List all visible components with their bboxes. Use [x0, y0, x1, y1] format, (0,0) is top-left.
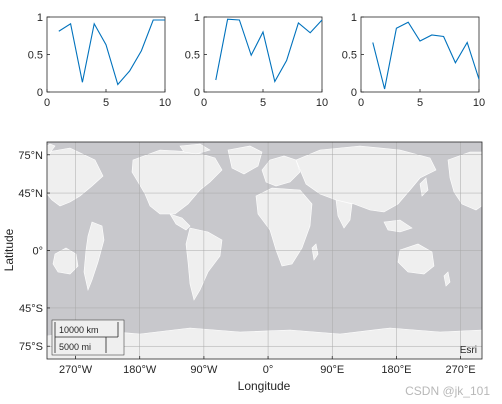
- y-tick-label: 1: [194, 12, 200, 24]
- map-y-tick-label: 45°S: [19, 303, 43, 315]
- map-y-tick-label: 0°: [32, 246, 43, 258]
- map-x-tick-label: 0°: [263, 364, 274, 376]
- y-tick-label: 0.5: [28, 50, 43, 62]
- map-x-tick-label: 270°W: [59, 364, 93, 376]
- map-x-axis-label: Longitude: [238, 379, 291, 393]
- map-x-tick-label: 90°E: [320, 364, 344, 376]
- map-land: [47, 143, 482, 359]
- series-line: [372, 21, 480, 90]
- scale-bar-mi-label: 5000 mi: [59, 342, 91, 352]
- map-x-tick-label: 180°W: [123, 364, 157, 376]
- watermark: CSDN @jk_101: [405, 384, 490, 398]
- y-tick-label: 0.5: [342, 50, 357, 62]
- x-tick-label: 5: [417, 97, 423, 109]
- x-tick-label: 10: [159, 97, 171, 109]
- plot-frame: [360, 16, 480, 93]
- x-tick-label: 0: [201, 97, 207, 109]
- map-y-tick-label: 75°N: [18, 150, 43, 162]
- x-tick-label: 10: [473, 97, 485, 109]
- line-plot-2: 0 5 10 0 0.5 1: [185, 12, 328, 109]
- y-tick-label: 0: [37, 87, 43, 99]
- y-tick-label: 0.5: [185, 50, 200, 62]
- x-tick-label: 10: [316, 97, 328, 109]
- x-tick-label: 5: [260, 97, 266, 109]
- series-line: [58, 19, 165, 86]
- map-x-tick-label: 90°W: [190, 364, 218, 376]
- series-line: [215, 18, 323, 83]
- y-tick-label: 1: [351, 12, 357, 24]
- scale-bar: 10000 km 5000 mi: [51, 319, 125, 356]
- map-attribution: Esri: [460, 345, 477, 356]
- y-tick-label: 0: [194, 87, 200, 99]
- y-tick-label: 0: [351, 87, 357, 99]
- map-x-tick-label: 270°E: [446, 364, 476, 376]
- map-x-tick-label: 180°E: [381, 364, 411, 376]
- x-tick-label: 5: [103, 97, 109, 109]
- y-tick-label: 1: [37, 12, 43, 24]
- map-y-axis-label: Latitude: [2, 228, 16, 271]
- world-map: 10000 km 5000 mi Esri 270°W 180°W 90°W 0° 90…: [2, 141, 483, 393]
- line-plot-3: 0 5 10 0 0.5 1: [342, 12, 485, 109]
- plot-frame: [46, 16, 166, 93]
- x-tick-label: 0: [358, 97, 364, 109]
- x-tick-label: 0: [44, 97, 50, 109]
- line-plot-1: 0 5 10 0 0.5 1: [28, 12, 171, 109]
- map-y-tick-label: 75°S: [19, 341, 43, 353]
- map-y-tick-label: 45°N: [18, 188, 43, 200]
- scale-bar-km-label: 10000 km: [59, 325, 99, 335]
